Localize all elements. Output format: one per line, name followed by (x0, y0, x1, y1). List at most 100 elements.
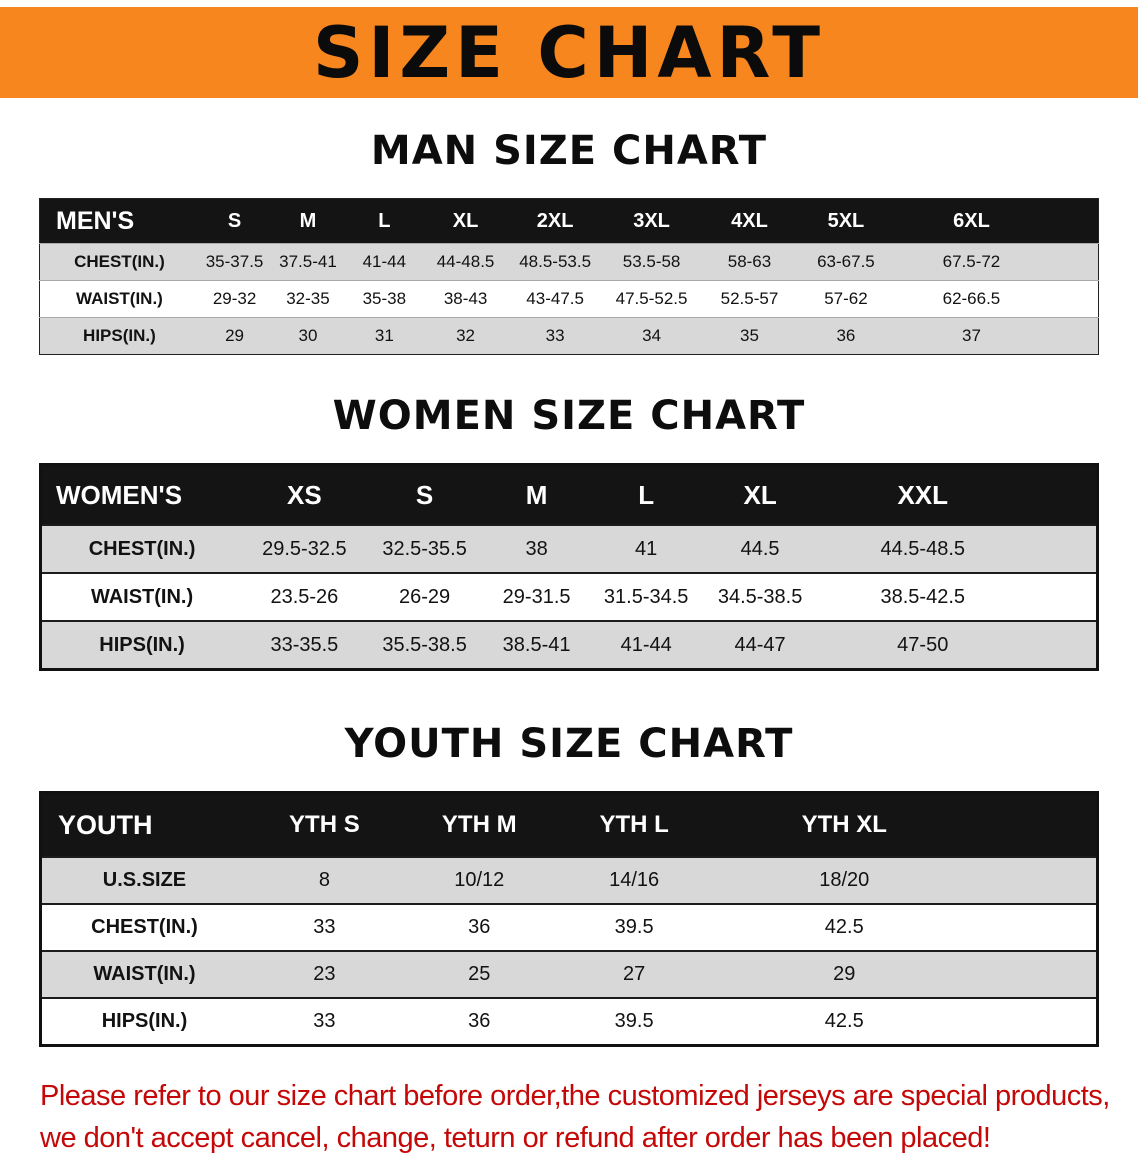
table-row: U.S.SIZE 8 10/12 14/16 18/20 (40, 857, 1098, 904)
row-label-cell: WAIST(IN.) (93, 963, 196, 985)
size-header-cell: 6XL (893, 198, 1099, 244)
value-cell: 44.5 (740, 537, 780, 560)
row-label-cell: HIPS(IN.) (101, 1010, 188, 1032)
value-cell: 42.5 (824, 916, 864, 938)
value-cell: 29 (225, 326, 245, 345)
value-cell: 18/20 (819, 869, 870, 891)
table-title-cell: YOUTH (40, 792, 247, 857)
table-row: CHEST(IN.) 33 36 39.5 42.5 (40, 904, 1098, 951)
value-cell: 8 (318, 869, 330, 891)
man-size-chart-heading: MAN SIZE CHART (370, 128, 768, 174)
value-cell: 38-43 (443, 289, 488, 308)
value-cell: 27 (622, 963, 646, 985)
size-header-cell: M (482, 464, 591, 525)
value-cell: 41-44 (362, 252, 407, 271)
row-label-cell: WAIST(IN.) (90, 585, 194, 608)
value-cell: 52.5-57 (720, 289, 779, 308)
value-cell: 29-31.5 (502, 585, 571, 608)
header-row: WOMEN'S XS S M L XL XXL (40, 464, 1098, 525)
size-header-cell: L (345, 198, 423, 244)
size-header-cell: 5XL (797, 198, 894, 244)
footer-note: Please refer to our size chart before or… (40, 1075, 1118, 1159)
women-size-chart-heading: WOMEN SIZE CHART (332, 393, 806, 439)
row-label-cell: CHEST(IN.) (74, 252, 165, 271)
value-cell: 58-63 (727, 252, 772, 271)
row-label-cell: WAIST(IN.) (75, 289, 163, 308)
value-cell: 30 (298, 326, 318, 345)
value-cell: 33 (545, 326, 565, 345)
size-chart-banner: SIZE CHART (0, 7, 1138, 98)
note-line-2: we don't accept cancel, change, teturn o… (40, 1122, 991, 1155)
note-line-1: Please refer to our size chart before or… (40, 1080, 1110, 1112)
youth-size-chart-heading: YOUTH SIZE CHART (344, 721, 794, 767)
size-header-cell: XL (701, 464, 819, 525)
table-row: HIPS(IN.) 33-35.5 35.5-38.5 38.5-41 41-44 44-… (40, 621, 1098, 670)
value-cell: 53.5-58 (622, 252, 681, 271)
table-row: CHEST(IN.) 35-37.5 37.5-41 41-44 44-48.5 48.5… (39, 243, 1099, 281)
size-header-cell: 3XL (602, 198, 702, 244)
value-cell: 44-48.5 (436, 252, 495, 271)
row-label-cell: HIPS(IN.) (99, 633, 185, 656)
value-cell: 41-44 (620, 633, 672, 656)
value-cell: 37.5-41 (279, 252, 337, 271)
row-label-cell: HIPS(IN.) (83, 326, 156, 345)
youth-size-table: YOUTH YTH S YTH M YTH L YTH XL U.S.SIZE 8 10/12… (39, 791, 1099, 1047)
value-cell: 42.5 (824, 1010, 864, 1032)
value-cell: 57-62 (824, 289, 868, 308)
value-cell: 63-67.5 (817, 252, 875, 271)
header-row: YOUTH YTH S YTH M YTH L YTH XL (40, 792, 1098, 857)
size-header-cell: M (270, 198, 346, 244)
value-cell: 33-35.5 (270, 633, 339, 656)
value-cell: 34 (642, 326, 662, 345)
value-cell: 38.5-41 (502, 633, 571, 656)
size-header-cell: YTH S (246, 792, 402, 857)
page-title: SIZE CHART (312, 11, 826, 94)
value-cell: 36 (836, 326, 856, 345)
value-cell: 47-50 (897, 633, 949, 656)
size-header-cell: XL (422, 198, 509, 244)
value-cell: 38 (525, 537, 548, 560)
size-header-cell: S (366, 464, 483, 525)
value-cell: 29.5-32.5 (262, 537, 347, 560)
value-cell: 35-37.5 (205, 252, 264, 271)
women-section: WOMEN SIZE CHART WOMEN'S XS S M L XL XXL CHEST(… (0, 393, 1138, 671)
value-cell: 44.5-48.5 (880, 537, 966, 560)
value-cell: 31 (374, 326, 394, 345)
value-cell: 37 (961, 326, 981, 345)
table-row: WAIST(IN.) 29-32 32-35 35-38 38-43 43-47.5 47.… (39, 280, 1099, 318)
value-cell: 36 (468, 916, 491, 938)
youth-section: YOUTH SIZE CHART YOUTH YTH S YTH M YTH L YTH… (0, 721, 1138, 1047)
value-cell: 36 (468, 1010, 491, 1032)
header-row: MEN'S S M L XL 2XL 3XL 4XL 5XL 6XL (39, 198, 1099, 244)
value-cell: 26-29 (399, 585, 451, 608)
value-cell: 32.5-35.5 (382, 537, 467, 560)
value-cell: 35-38 (362, 289, 407, 308)
table-row: WAIST(IN.) 23 25 27 29 (40, 951, 1098, 998)
value-cell: 41 (635, 537, 658, 560)
size-header-cell: XXL (818, 464, 1098, 525)
size-header-cell: 2XL (508, 198, 603, 244)
value-cell: 32-35 (286, 289, 330, 308)
row-label-cell: CHEST(IN.) (88, 537, 196, 560)
men-size-table: MEN'S S M L XL 2XL 3XL 4XL 5XL 6XL CHEST(IN.) 35-37… (39, 198, 1099, 355)
value-cell: 38.5-42.5 (880, 585, 966, 608)
table-row: WAIST(IN.) 23.5-26 26-29 29-31.5 31.5-34.5 34… (40, 573, 1098, 621)
size-header-cell: YTH M (401, 792, 557, 857)
value-cell: 29 (833, 963, 856, 985)
size-header-cell: YTH L (556, 792, 712, 857)
row-label-cell: CHEST(IN.) (91, 916, 198, 938)
value-cell: 47.5-52.5 (615, 289, 688, 308)
value-cell: 39.5 (614, 1010, 654, 1032)
table-row: HIPS(IN.) 33 36 39.5 42.5 (40, 998, 1098, 1046)
table-title-cell: WOMEN'S (40, 464, 243, 525)
value-cell: 35 (740, 326, 759, 345)
value-cell: 62-66.5 (942, 289, 1001, 308)
row-label-cell: U.S.SIZE (102, 869, 187, 891)
value-cell: 25 (468, 963, 491, 985)
value-cell: 33 (313, 916, 336, 938)
size-chart-page: SIZE CHART MAN SIZE CHART MEN'S S M L XL 2XL 3… (0, 7, 1138, 1159)
value-cell: 34.5-38.5 (717, 585, 803, 608)
value-cell: 23.5-26 (270, 585, 339, 608)
value-cell: 43-47.5 (526, 289, 584, 308)
value-cell: 35.5-38.5 (382, 633, 467, 656)
